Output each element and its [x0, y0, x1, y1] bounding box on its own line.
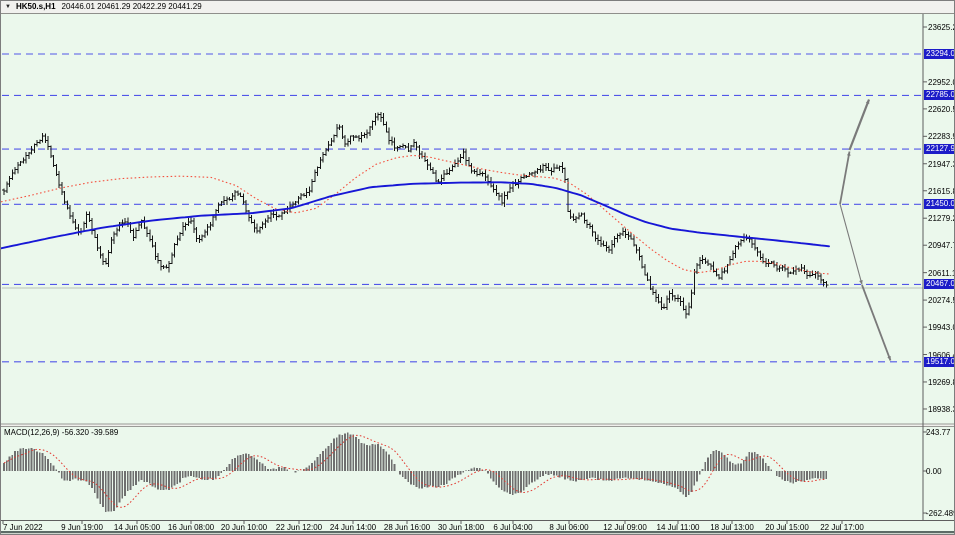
time-tick-label: 30 Jun 18:00: [437, 523, 485, 532]
time-tick-label: 8 Jul 06:00: [549, 523, 589, 532]
price-level-badge: 20467.00: [924, 279, 954, 290]
price-tick-label: 20274.50: [928, 296, 954, 306]
time-tick-label: 14 Jul 11:00: [656, 523, 700, 532]
time-tick-label: 12 Jul 09:00: [603, 523, 647, 532]
price-level-badge: 22127.93: [924, 144, 954, 155]
price-tick-label: 22283.90: [928, 132, 954, 142]
time-tick-label: 16 Jun 08:00: [167, 523, 215, 532]
price-tick-label: 22952.00: [928, 77, 954, 87]
price-tick-label: 19606.40: [928, 350, 954, 360]
price-tick-label: 23625.20: [928, 23, 954, 32]
price-tick-label: 19269.80: [928, 377, 954, 387]
time-tick-label: 28 Jun 16:00: [383, 523, 431, 532]
price-level-badge: 19517.00: [924, 356, 954, 367]
ohlc-readout: 20446.01 20461.29 20422.29 20441.29: [61, 2, 202, 11]
time-tick-label: 22 Jul 17:00: [820, 523, 864, 532]
macd-indicator-label: MACD(12,26,9) -56.320 -39.589: [4, 428, 119, 437]
price-tick-label: 19943.00: [928, 323, 954, 333]
price-tick-label: 22620.50: [928, 104, 954, 114]
price-tick-label: 21947.30: [928, 159, 954, 169]
time-tick-label: 7 Jun 2022: [3, 523, 43, 532]
time-tick-label: 14 Jun 05:00: [113, 523, 161, 532]
price-level-badge: 22785.00: [924, 90, 954, 101]
symbol-period-label: HK50.s,H1: [15, 2, 56, 11]
window-bottom-edge: [1, 531, 954, 534]
price-tick-label: 20611.10: [928, 268, 954, 278]
time-tick-label: 9 Jun 19:00: [61, 523, 103, 532]
chart-title-bar[interactable]: ▼ HK50.s,H1 20446.01 20461.29 20422.29 204…: [1, 1, 954, 14]
time-tick-label: 6 Jul 04:00: [493, 523, 533, 532]
price-tick-label: 21615.80: [928, 186, 954, 196]
time-tick-label: 18 Jul 13:00: [710, 523, 754, 532]
macd-tick-label: 243.77: [926, 427, 951, 437]
price-tick-label: 18938.30: [928, 404, 954, 414]
price-level-badge: 23294.00: [924, 48, 954, 59]
time-tick-label: 22 Jun 12:00: [275, 523, 323, 532]
price-tick-label: 20947.70: [928, 241, 954, 251]
window-menu-icon[interactable]: ▼: [5, 4, 11, 10]
price-level-badge: 21450.00: [924, 199, 954, 210]
time-tick-label: 20 Jul 15:00: [765, 523, 809, 532]
time-tick-label: 24 Jun 14:00: [329, 523, 377, 532]
macd-tick-label: -262.489: [926, 509, 955, 519]
time-tick-label: 20 Jun 10:00: [220, 523, 268, 532]
macd-tick-label: 0.00: [926, 467, 942, 476]
price-tick-label: 21279.20: [928, 214, 954, 224]
